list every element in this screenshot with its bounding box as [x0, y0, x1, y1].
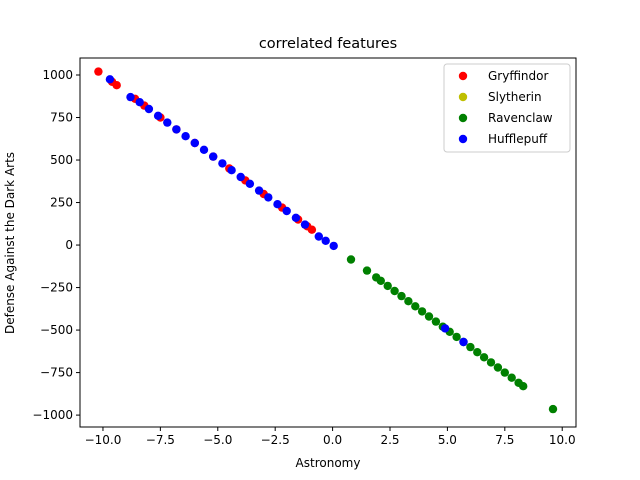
plot-area: −10.0 −7.5 −5.0 −2.5 0.0 2.5 5.0 7.5 10.0 −1000 −7… [32, 57, 577, 447]
point-hufflepuff-13 [236, 172, 245, 182]
x-tick-label: −5.0 [203, 433, 232, 447]
point-hufflepuff-24 [440, 324, 450, 333]
y-tick-label: 750 [50, 111, 73, 125]
point-ravenclaw-8 [411, 302, 420, 311]
point-hufflepuff-5 [163, 118, 172, 127]
point-hufflepuff-12 [227, 166, 236, 175]
point-hufflepuff-16 [264, 193, 273, 202]
point-ravenclaw-5 [390, 286, 399, 296]
point-ravenclaw-20 [493, 363, 503, 372]
point-hufflepuff-10 [209, 152, 218, 161]
point-gryffindor-2 [112, 81, 121, 90]
point-ravenclaw-3 [376, 276, 385, 285]
point-ravenclaw-4 [383, 281, 392, 291]
point-ravenclaw-16 [466, 342, 475, 352]
legend-label-slytherin: Slytherin [488, 90, 542, 104]
chart-title: correlated features [259, 36, 397, 52]
legend-label-hufflepuff: Hufflepuff [488, 132, 548, 146]
point-ravenclaw-7 [404, 297, 413, 306]
point-hufflepuff-1 [126, 92, 135, 102]
point-ravenclaw-9 [417, 307, 427, 316]
y-tick-label: −750 [40, 366, 73, 380]
point-hufflepuff-25 [459, 337, 468, 347]
point-ravenclaw-19 [486, 358, 496, 367]
point-hufflepuff-8 [190, 138, 199, 148]
x-tick-label: −7.5 [146, 433, 175, 447]
point-ravenclaw-11 [431, 317, 441, 326]
point-ravenclaw-18 [479, 353, 489, 362]
point-hufflepuff-6 [172, 125, 181, 134]
y-axis-label: Defense Against the Dark Arts [3, 152, 17, 334]
point-hufflepuff-7 [181, 132, 190, 141]
point-gryffindor-0 [94, 67, 103, 76]
point-ravenclaw-10 [424, 312, 434, 321]
point-ravenclaw-1 [362, 266, 372, 275]
legend-marker-slytherin [458, 92, 468, 102]
y-tick-label: 0 [65, 238, 73, 252]
point-hufflepuff-11 [218, 159, 227, 168]
point-hufflepuff-2 [135, 98, 144, 107]
legend-marker-gryffindor [458, 71, 468, 81]
point-gryffindor-15 [307, 225, 317, 234]
point-hufflepuff-9 [199, 145, 209, 154]
point-hufflepuff-19 [291, 213, 301, 222]
y-tick-label: 500 [50, 153, 73, 167]
axes-frame [79, 57, 577, 428]
x-tick-label: −2.5 [261, 433, 290, 447]
point-ravenclaw-22 [507, 373, 516, 382]
point-hufflepuff-20 [300, 220, 310, 229]
point-hufflepuff-14 [245, 179, 255, 188]
point-hufflepuff-21 [314, 232, 323, 241]
y-tick-label: 250 [50, 196, 73, 210]
point-hufflepuff-22 [321, 236, 330, 245]
legend-marker-ravenclaw [458, 113, 468, 123]
point-hufflepuff-0 [105, 75, 115, 84]
x-tick-label: 0.0 [323, 433, 342, 447]
y-tick-label: −1000 [32, 408, 73, 422]
point-hufflepuff-17 [273, 200, 282, 209]
x-tick-label: −10.0 [85, 433, 122, 447]
point-ravenclaw-6 [397, 291, 406, 301]
legend-marker-hufflepuff [458, 134, 468, 144]
point-ravenclaw-24 [519, 382, 528, 391]
point-hufflepuff-18 [282, 206, 291, 216]
legend-box [443, 63, 571, 153]
point-hufflepuff-23 [329, 241, 338, 251]
y-tick-label: −250 [40, 281, 73, 295]
point-ravenclaw-14 [452, 332, 461, 342]
y-tick-label: 1000 [42, 68, 73, 82]
x-tick-label: 10.0 [549, 433, 576, 447]
x-tick-label: 2.5 [380, 433, 399, 447]
x-tick-label: 5.0 [438, 433, 457, 447]
x-tick-label: 7.5 [495, 433, 514, 447]
legend-label-gryffindor: Gryffindor [488, 69, 549, 83]
point-hufflepuff-3 [144, 104, 154, 114]
x-axis-label: Astronomy [296, 456, 361, 470]
point-ravenclaw-0 [346, 255, 356, 264]
point-hufflepuff-4 [153, 111, 163, 121]
point-ravenclaw-21 [500, 368, 509, 377]
legend: Gryffindor Slytherin Ravenclaw Hufflepuff [443, 63, 571, 153]
y-tick-label: −500 [40, 323, 73, 337]
point-ravenclaw-17 [473, 348, 482, 357]
point-ravenclaw-25 [548, 404, 558, 414]
legend-label-ravenclaw: Ravenclaw [488, 111, 553, 125]
point-hufflepuff-15 [254, 186, 264, 195]
